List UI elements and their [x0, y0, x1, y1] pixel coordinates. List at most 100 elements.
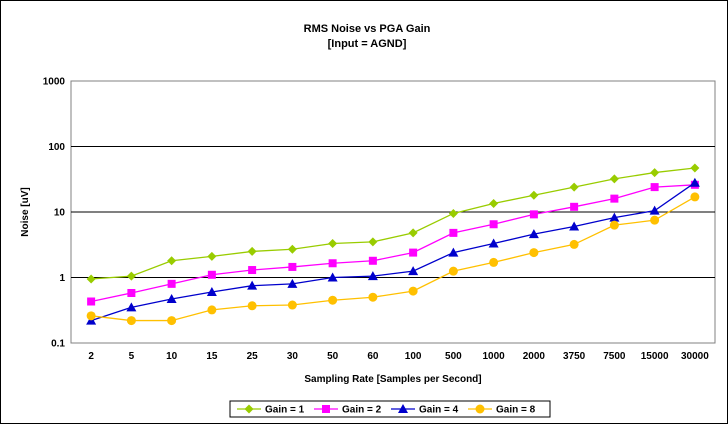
x-tick-label: 15	[206, 351, 218, 362]
data-point	[489, 198, 499, 208]
data-point	[689, 177, 700, 187]
x-tick-label: 2	[88, 351, 94, 362]
data-point	[408, 228, 418, 238]
data-point	[408, 286, 418, 296]
data-point	[488, 238, 499, 248]
legend-label: Gain = 8	[496, 405, 536, 416]
data-point	[327, 272, 338, 282]
data-point	[167, 316, 177, 326]
x-axis-label: Sampling Rate [Samples per Second]	[304, 374, 481, 385]
data-point	[569, 182, 579, 192]
legend-marker	[398, 404, 408, 413]
data-point	[368, 237, 378, 247]
legend-label: Gain = 1	[265, 405, 305, 416]
data-point	[448, 208, 458, 218]
x-tick-label: 100	[405, 351, 422, 362]
data-point	[127, 288, 136, 297]
data-point	[449, 228, 458, 237]
x-tick-label: 1000	[483, 351, 506, 362]
x-tick-label: 5	[129, 351, 135, 362]
data-point	[409, 248, 418, 257]
series-line	[90, 184, 695, 303]
data-point	[86, 311, 96, 321]
data-point	[288, 262, 297, 271]
data-point	[528, 229, 539, 239]
series-line	[90, 182, 696, 322]
series-3	[86, 177, 700, 325]
series-line	[91, 196, 696, 322]
legend: Gain = 1 Gain = 2 Gain = 4 Gain = 8	[229, 400, 551, 418]
legend-item: Gain = 4	[391, 404, 459, 416]
data-point	[207, 251, 217, 261]
series-layer	[86, 163, 700, 326]
data-point	[248, 266, 257, 275]
legend-item: Gain = 1	[237, 404, 305, 416]
data-point	[86, 274, 96, 284]
legend-marker	[244, 404, 254, 414]
data-point	[569, 239, 579, 249]
chart-title: RMS Noise vs PGA Gain	[304, 23, 431, 35]
legend-item: Gain = 8	[468, 404, 536, 416]
data-point	[529, 248, 539, 258]
x-tick-label: 7500	[603, 351, 626, 362]
legend-item: Gain = 2	[314, 405, 382, 416]
x-tick-label: 3750	[563, 351, 586, 362]
x-tick-label: 500	[445, 351, 462, 362]
x-tick-label: 50	[327, 351, 339, 362]
legend-marker	[322, 405, 330, 413]
data-point	[287, 244, 297, 254]
data-point	[247, 280, 258, 290]
data-point	[650, 168, 660, 178]
data-point	[448, 247, 459, 257]
data-point	[650, 183, 659, 192]
x-tick-label: 60	[367, 351, 379, 362]
data-point	[247, 246, 257, 256]
data-point	[166, 293, 177, 303]
x-tick-label: 10	[166, 351, 178, 362]
data-point	[569, 221, 580, 231]
data-point	[448, 266, 458, 276]
data-point	[367, 271, 378, 281]
x-tick-label: 15000	[641, 351, 669, 362]
data-point	[126, 302, 137, 312]
data-point	[328, 295, 338, 305]
chart-subtitle: [Input = AGND]	[328, 38, 407, 50]
legend-marker	[475, 404, 485, 414]
y-tick-label: 0.1	[51, 339, 65, 350]
data-point	[207, 305, 217, 315]
data-point	[167, 256, 177, 266]
x-tick-label: 2000	[523, 351, 546, 362]
y-tick-label: 1	[59, 273, 65, 284]
y-axis-label: Noise [uV]	[20, 187, 31, 236]
data-point	[529, 190, 539, 200]
series-1	[86, 163, 700, 284]
data-point	[690, 163, 700, 173]
data-point	[328, 259, 337, 268]
data-point	[489, 257, 499, 267]
y-tick-label: 1000	[43, 77, 66, 88]
data-point	[609, 212, 620, 222]
series-4	[86, 192, 700, 326]
legend-label: Gain = 4	[419, 405, 459, 416]
data-point	[649, 205, 660, 215]
data-point	[368, 292, 378, 302]
legend-box	[229, 400, 551, 418]
gridlines	[71, 146, 715, 278]
data-point	[126, 271, 136, 281]
data-point	[87, 297, 96, 306]
data-point	[287, 300, 297, 310]
data-point	[126, 316, 136, 326]
data-point	[690, 192, 700, 202]
data-point	[650, 215, 660, 225]
data-point	[609, 174, 619, 184]
data-point	[247, 301, 257, 311]
data-point	[206, 287, 217, 297]
y-tick-label: 100	[48, 142, 65, 153]
data-point	[408, 266, 419, 276]
y-tick-label: 10	[54, 208, 66, 219]
x-tick-label: 30	[287, 351, 299, 362]
legend-label: Gain = 2	[342, 405, 382, 416]
x-tick-labels: 2 5 10 15 25 30 50 60 100 500 1000 2000 3750 7500 1500…	[88, 351, 709, 362]
x-tick-label: 30000	[681, 351, 709, 362]
